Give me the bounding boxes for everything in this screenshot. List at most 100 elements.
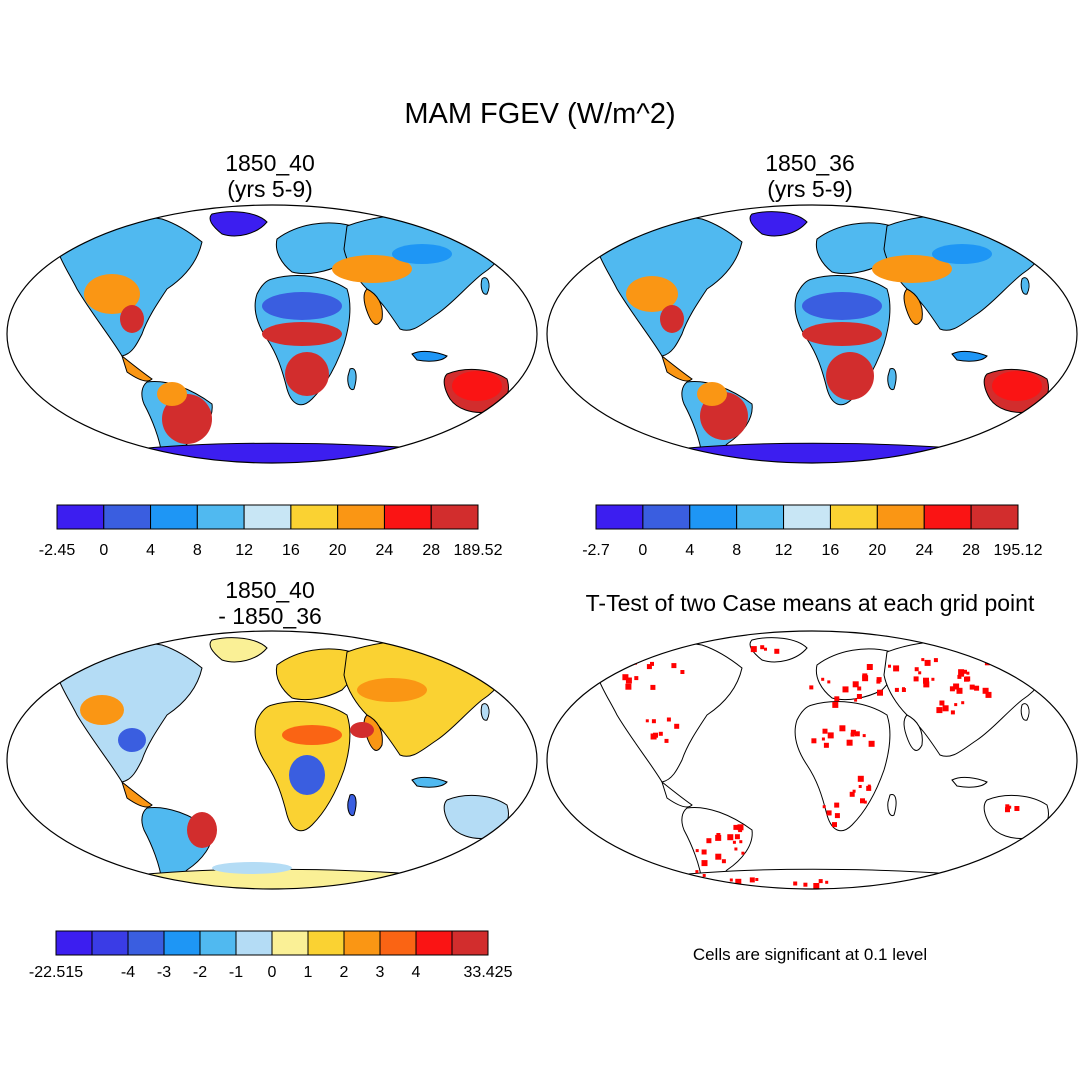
significant-cell bbox=[969, 684, 975, 690]
significant-cell bbox=[674, 723, 680, 729]
colorbar-swatch bbox=[163, 930, 201, 956]
significant-cell bbox=[704, 880, 709, 884]
significant-cell bbox=[715, 834, 722, 841]
significant-cell bbox=[803, 882, 808, 887]
colorbar-tick-label: 20 bbox=[868, 542, 886, 559]
significant-cell bbox=[950, 710, 955, 715]
significant-cell bbox=[918, 671, 922, 675]
colorbar-swatch bbox=[379, 930, 417, 956]
colorbar-swatch bbox=[150, 504, 198, 530]
significant-cell bbox=[733, 824, 739, 830]
significant-cell bbox=[702, 874, 706, 877]
hotspots bbox=[80, 678, 427, 874]
colorbar-tick-label: 8 bbox=[193, 542, 202, 559]
significant-cell bbox=[721, 859, 726, 864]
significant-cell bbox=[666, 717, 671, 722]
colorbar-swatch bbox=[970, 504, 1019, 530]
colorbar-swatch bbox=[91, 930, 129, 956]
significant-cell bbox=[834, 813, 840, 819]
colorbar-tick-label: -3 bbox=[157, 964, 171, 981]
colorbar-tick-label: 33.425 bbox=[464, 964, 513, 981]
significant-cell bbox=[956, 687, 963, 694]
colorbar-swatch bbox=[343, 930, 381, 956]
colorbar-tick-label: -22.515 bbox=[29, 964, 83, 981]
significant-cell bbox=[695, 849, 699, 853]
colorbar-swatch bbox=[55, 930, 93, 956]
significant-cell bbox=[985, 691, 992, 698]
significant-cell bbox=[921, 658, 925, 662]
colorbar-swatch bbox=[415, 930, 453, 956]
significant-cell bbox=[852, 681, 859, 688]
significant-cell bbox=[862, 734, 866, 738]
significant-cell bbox=[866, 664, 873, 670]
significant-cell bbox=[860, 798, 865, 804]
significant-cell bbox=[965, 676, 971, 682]
colorbar-swatch bbox=[430, 504, 479, 530]
significant-cell bbox=[760, 645, 765, 650]
significant-cell bbox=[750, 646, 757, 653]
significant-cell bbox=[650, 684, 656, 690]
colorbar-tick-label: 24 bbox=[376, 542, 394, 559]
colorbar-tick-label: 0 bbox=[638, 542, 647, 559]
significant-cell bbox=[610, 664, 616, 671]
significant-cell bbox=[680, 670, 685, 674]
significant-cell bbox=[793, 881, 798, 886]
colorbar-swatch bbox=[923, 504, 972, 530]
colorbar-tick-label: -2.7 bbox=[582, 542, 610, 559]
significant-cell bbox=[809, 685, 814, 690]
colorbar-swatch bbox=[199, 930, 237, 956]
colorbar-tick-label: 28 bbox=[422, 542, 440, 559]
colorbar-tick-label: -2 bbox=[193, 964, 207, 981]
significant-cell bbox=[849, 791, 855, 797]
colorbar-tick-label: 8 bbox=[732, 542, 741, 559]
significant-cell bbox=[901, 688, 906, 692]
significant-cell bbox=[876, 677, 882, 683]
significant-cell bbox=[823, 742, 829, 748]
significant-cell bbox=[826, 810, 832, 816]
colorbar-swatch bbox=[829, 504, 878, 530]
significant-cell bbox=[839, 725, 846, 732]
significant-cell bbox=[857, 686, 862, 691]
significant-cell bbox=[671, 663, 677, 669]
significant-cell bbox=[888, 664, 891, 668]
significant-cell bbox=[974, 685, 980, 691]
significant-cell bbox=[913, 676, 919, 682]
significant-cell bbox=[825, 880, 829, 884]
colorbar-swatch bbox=[243, 504, 292, 530]
colorbar-tick-label: 4 bbox=[412, 964, 421, 981]
colorbar-tick-label: 0 bbox=[268, 964, 277, 981]
hotspots bbox=[626, 244, 1042, 440]
significant-cell bbox=[650, 661, 654, 666]
map-panel-4 bbox=[546, 630, 1078, 890]
colorbar-swatch bbox=[642, 504, 691, 530]
significant-cell bbox=[734, 847, 738, 851]
significant-cell bbox=[749, 877, 755, 883]
colorbar-tick-label: 3 bbox=[376, 964, 385, 981]
colorbar-swatch bbox=[337, 504, 385, 530]
panel-1-title: 1850_40 (yrs 5-9) bbox=[225, 150, 315, 203]
colorbar-swatch bbox=[290, 504, 339, 530]
colorbar-swatch bbox=[103, 504, 152, 530]
significant-cell bbox=[608, 662, 615, 668]
significant-cell bbox=[858, 785, 862, 788]
significant-cell bbox=[822, 805, 826, 809]
significant-cell bbox=[863, 800, 867, 804]
colorbar-panel-2: -2.7 0 4 8 12 16 20 24 28 195.12 bbox=[582, 504, 1043, 559]
hotspots bbox=[84, 244, 502, 444]
colorbar-swatch bbox=[56, 504, 105, 530]
colorbar-tick-label: 16 bbox=[282, 542, 300, 559]
significant-cell bbox=[857, 775, 864, 782]
significant-cell bbox=[822, 728, 828, 734]
colorbar-swatch bbox=[783, 504, 831, 530]
significant-cell bbox=[1014, 806, 1020, 811]
significant-cell bbox=[966, 671, 970, 675]
colorbar-swatch bbox=[383, 504, 432, 530]
significant-cell bbox=[834, 802, 840, 808]
figure-title: MAM FGEV (W/m^2) bbox=[404, 98, 676, 130]
significant-cell bbox=[741, 851, 745, 855]
significant-cell bbox=[738, 828, 743, 833]
significant-cell bbox=[1005, 807, 1010, 813]
significant-cell bbox=[715, 853, 722, 860]
significant-cell bbox=[701, 860, 708, 867]
significant-cell bbox=[868, 740, 875, 747]
